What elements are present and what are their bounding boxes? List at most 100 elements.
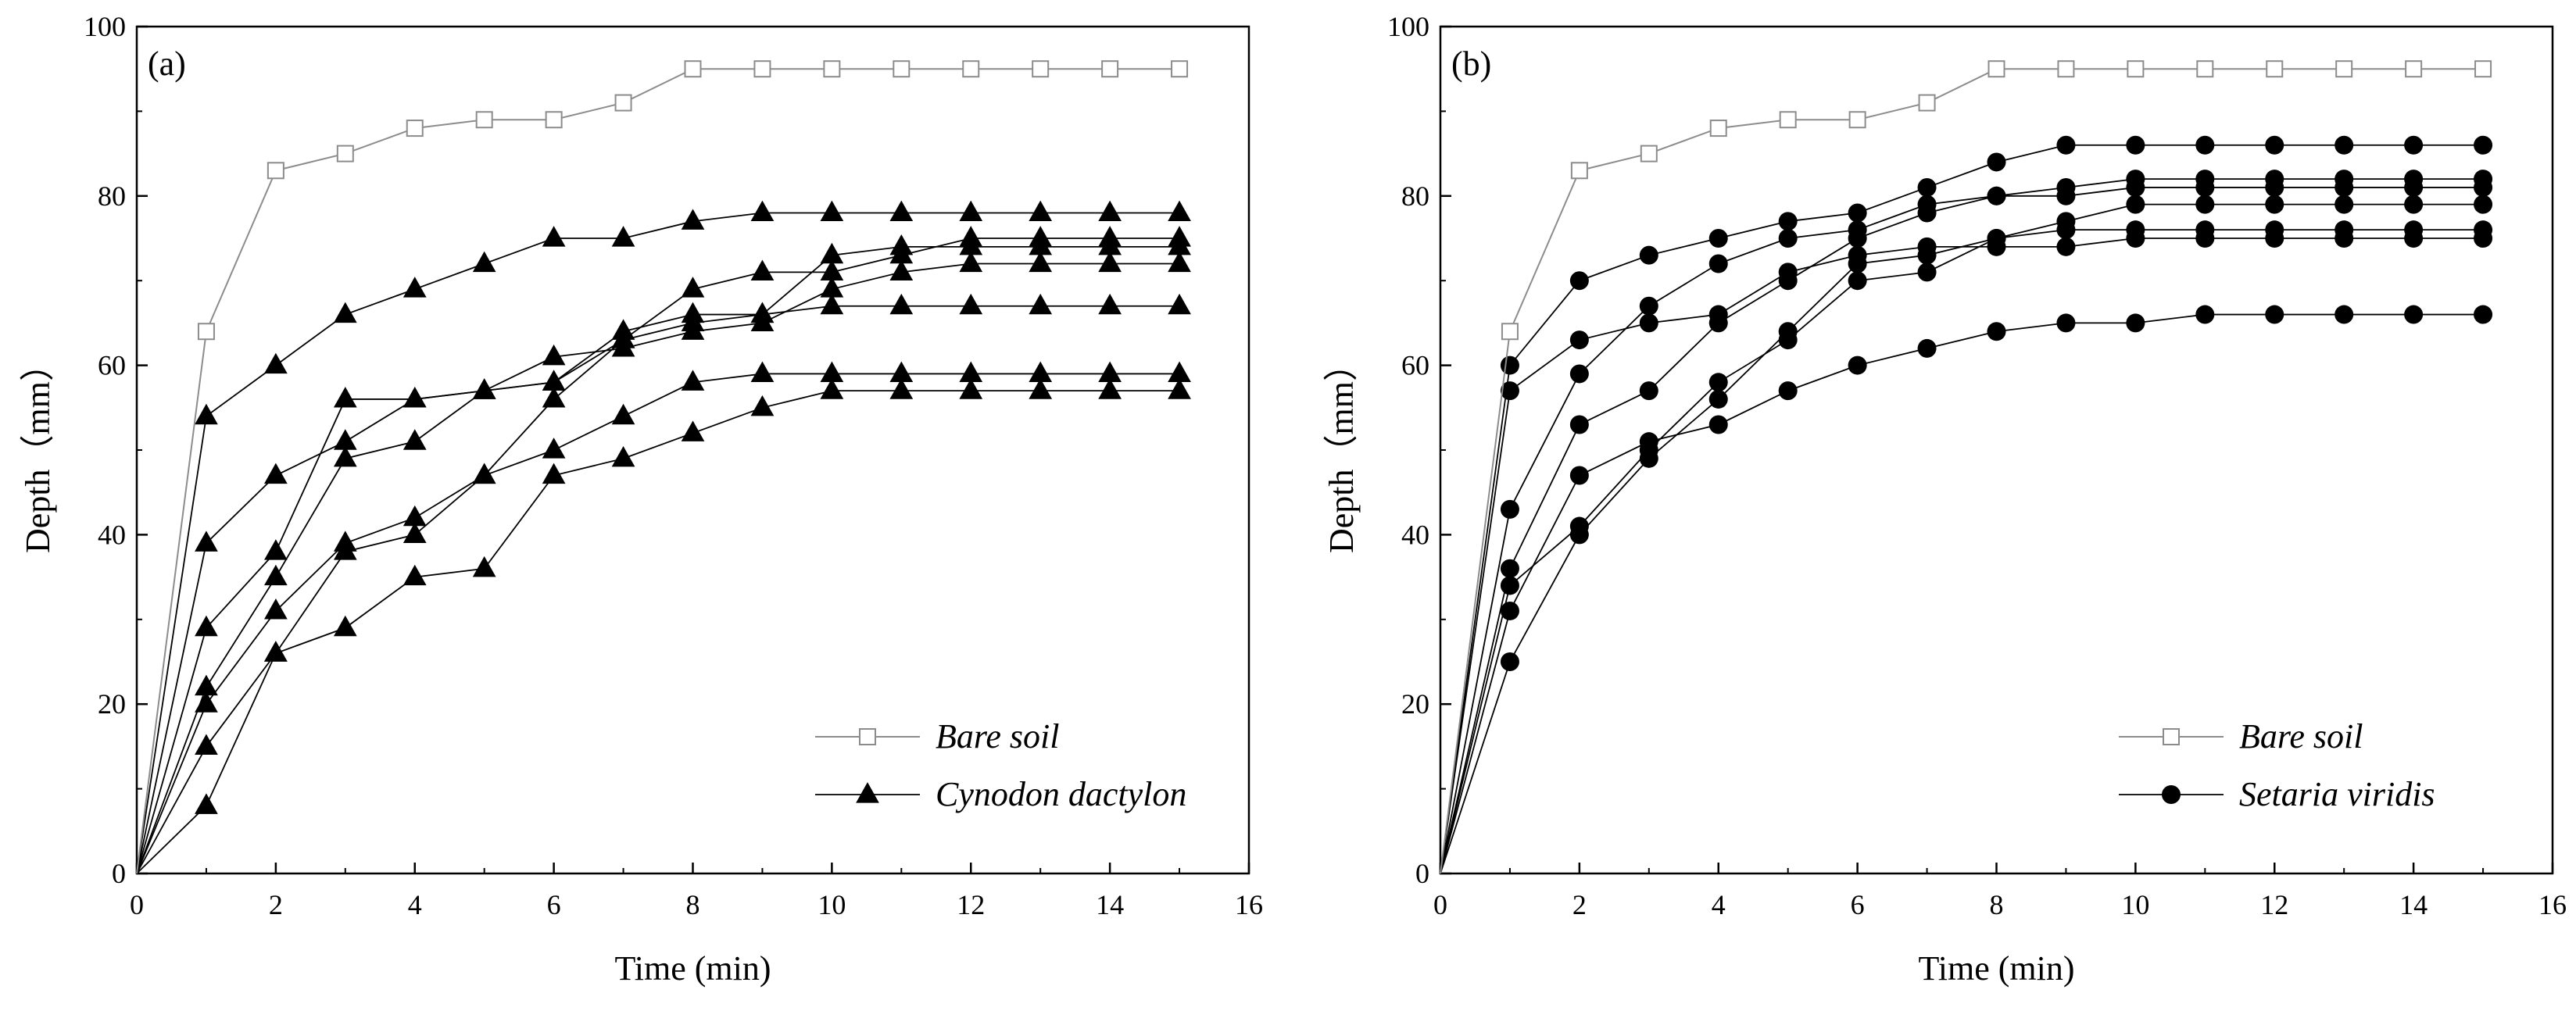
data-point xyxy=(2404,135,2424,155)
data-point xyxy=(753,60,771,78)
y-tick-label: 20 xyxy=(1401,688,1429,720)
data-point xyxy=(2195,135,2215,155)
data-point xyxy=(820,293,844,315)
data-point xyxy=(2056,177,2076,197)
legend-label: Bare soil xyxy=(2239,717,2363,756)
data-point xyxy=(611,445,635,467)
data-point xyxy=(2265,220,2284,240)
data-point xyxy=(1570,162,1588,180)
data-point xyxy=(264,564,288,586)
data-point xyxy=(195,403,218,425)
data-point xyxy=(2334,305,2354,324)
y-axis-label: Depth（mm） xyxy=(1322,347,1361,553)
x-tick-label: 12 xyxy=(957,889,985,920)
data-point xyxy=(1500,499,1519,519)
series-line xyxy=(136,212,1180,874)
x-tick-label: 2 xyxy=(1572,889,1587,920)
data-point xyxy=(333,387,357,408)
data-point xyxy=(684,60,702,78)
legend-label: Cynodon dactylon xyxy=(936,775,1186,813)
data-point xyxy=(195,615,218,637)
data-point xyxy=(1778,322,1798,341)
data-point xyxy=(959,251,983,273)
data-point xyxy=(1848,271,1867,291)
series-plant-6 xyxy=(1440,305,2493,874)
data-point xyxy=(1639,448,1658,468)
panel-b: 0 2 4 6 8 10 12 14 16 0 20 40 60 80 100 Time (min) Depth… xyxy=(1322,11,2567,988)
data-point xyxy=(1848,111,1866,129)
data-point xyxy=(2335,60,2353,78)
y-tick-label: 100 xyxy=(84,11,126,42)
data-point xyxy=(402,429,427,450)
data-point xyxy=(2474,195,2493,214)
data-point xyxy=(472,556,496,577)
series-plant-3 xyxy=(1440,177,2493,874)
data-point xyxy=(1708,389,1728,409)
data-point xyxy=(681,277,705,298)
series-line xyxy=(1440,313,2484,874)
series-plant-4 xyxy=(1440,170,2493,874)
series-line xyxy=(1440,144,2484,874)
data-point xyxy=(1098,293,1122,315)
data-point xyxy=(1709,120,1727,138)
x-tick-label: 4 xyxy=(408,889,422,920)
data-point xyxy=(962,60,980,78)
data-point xyxy=(1032,60,1050,78)
data-point xyxy=(681,209,705,230)
data-point xyxy=(542,387,566,408)
data-point xyxy=(545,111,563,129)
series-plant-5 xyxy=(1440,195,2493,874)
data-point xyxy=(1500,601,1519,620)
data-point xyxy=(2334,135,2354,155)
x-axis-label: Time (min) xyxy=(1918,949,2074,988)
y-tick-label: 40 xyxy=(1401,519,1429,550)
data-point xyxy=(1098,200,1122,222)
data-point xyxy=(959,293,983,315)
data-point xyxy=(1569,364,1589,384)
x-tick-label: 14 xyxy=(1096,889,1124,920)
data-point xyxy=(195,734,218,755)
data-point xyxy=(1168,251,1191,273)
data-point xyxy=(2196,60,2214,78)
data-point xyxy=(2195,195,2215,214)
data-point xyxy=(2056,313,2076,333)
x-tick-label: 0 xyxy=(130,889,144,920)
panel-label: (b) xyxy=(1451,45,1491,83)
data-point xyxy=(333,539,357,560)
data-point xyxy=(1639,313,1658,333)
x-tick-label: 10 xyxy=(818,889,846,920)
data-point xyxy=(1708,373,1728,392)
data-point xyxy=(2195,220,2215,240)
data-point xyxy=(195,691,218,713)
data-point xyxy=(1639,432,1658,452)
data-point xyxy=(1501,323,1519,341)
data-point xyxy=(2474,305,2493,324)
data-point xyxy=(2404,170,2424,189)
data-point xyxy=(2474,135,2493,155)
data-point xyxy=(1639,296,1658,316)
data-point xyxy=(2056,135,2076,155)
data-point xyxy=(472,251,496,273)
data-point xyxy=(1778,212,1798,231)
data-point xyxy=(2405,60,2423,78)
data-point xyxy=(1098,251,1122,273)
data-point xyxy=(1778,381,1798,401)
data-point xyxy=(264,463,288,484)
data-point xyxy=(1639,245,1658,265)
x-axis-label: Time (min) xyxy=(614,949,771,988)
data-point xyxy=(2404,305,2424,324)
data-point xyxy=(1500,355,1519,375)
data-point xyxy=(1098,226,1122,247)
data-point xyxy=(2334,170,2354,189)
data-point xyxy=(1029,378,1053,399)
data-point xyxy=(820,259,844,280)
data-point xyxy=(1029,251,1053,273)
y-tick-label: 80 xyxy=(98,180,126,212)
data-point xyxy=(1987,152,2006,172)
data-point xyxy=(614,94,632,112)
data-point xyxy=(2265,170,2284,189)
data-point xyxy=(2404,195,2424,214)
data-point xyxy=(2126,195,2145,214)
x-tick-label: 0 xyxy=(1433,889,1447,920)
y-tick-label: 60 xyxy=(98,350,126,381)
